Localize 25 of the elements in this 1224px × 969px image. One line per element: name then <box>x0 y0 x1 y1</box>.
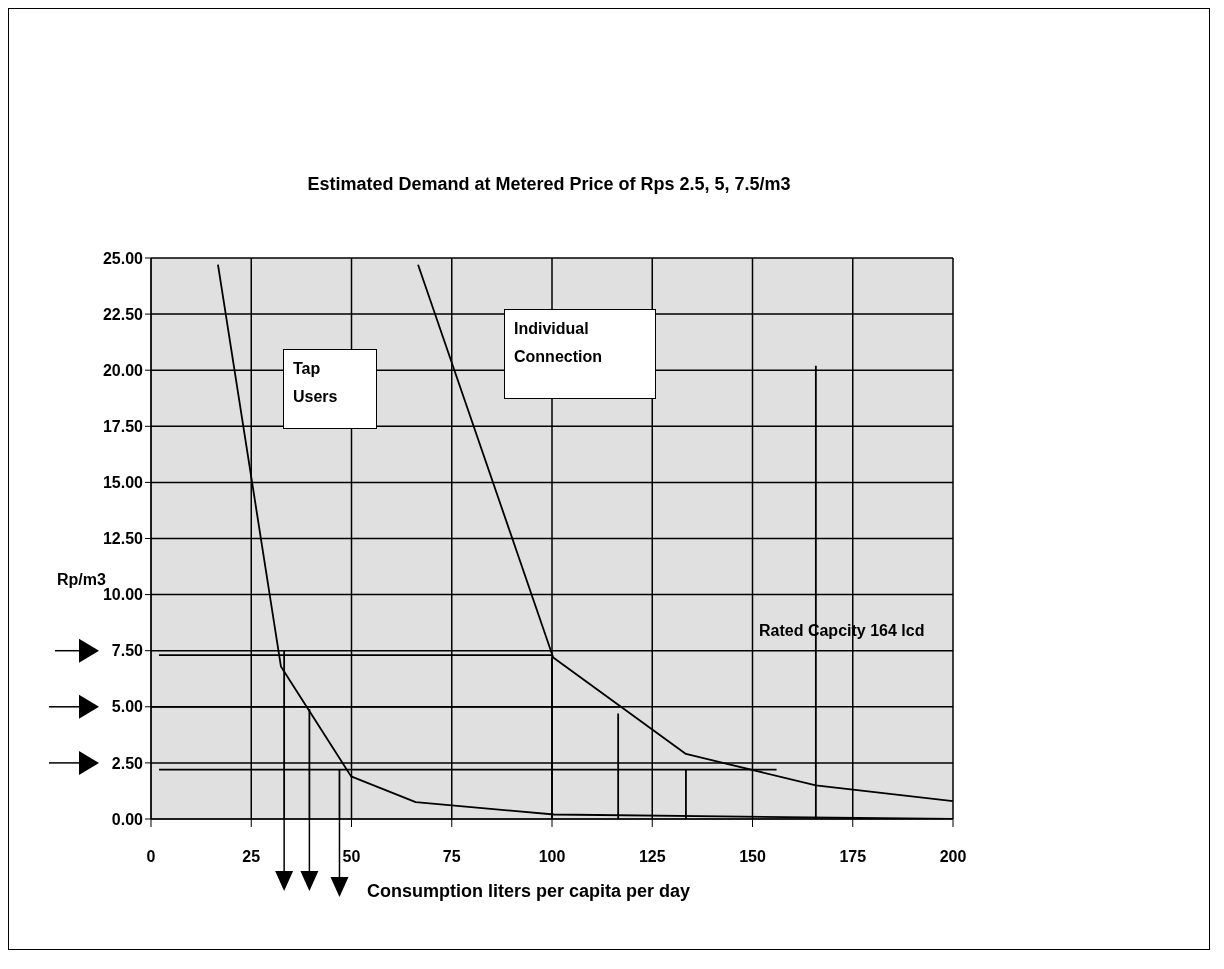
x-tick-label: 0 <box>146 848 156 866</box>
y-tick-label: 17.50 <box>102 417 144 435</box>
annotation: Individual Connection <box>514 319 603 367</box>
y-tick-label: 25.00 <box>102 249 144 267</box>
y-tick-label: 0.00 <box>111 810 144 828</box>
y-tick-label: 12.50 <box>102 530 144 548</box>
x-tick-label: 100 <box>538 848 566 866</box>
x-tick-label: 75 <box>442 848 461 866</box>
x-tick-label: 150 <box>739 848 766 866</box>
x-tick-label: 25 <box>242 848 261 866</box>
x-tick-label: 200 <box>939 848 967 866</box>
y-tick-label: 15.00 <box>102 474 144 492</box>
y-tick-label: 2.50 <box>111 754 144 772</box>
y-tick-label: 10.00 <box>102 586 144 604</box>
x-tick-label: 50 <box>342 848 361 866</box>
x-tick-label: 175 <box>839 848 867 866</box>
y-tick-label: 7.50 <box>111 642 144 660</box>
annotation: Tap Users <box>293 359 339 407</box>
chart-title: Estimated Demand at Metered Price of Rps 2.5, 5, 7.5/m3 <box>306 174 792 195</box>
y-tick-label: 20.00 <box>102 361 144 379</box>
y-tick-label: 5.00 <box>111 698 144 716</box>
x-tick-label: 125 <box>638 848 666 866</box>
y-axis-title: Rp/m3 <box>57 571 106 589</box>
x-axis-title: Consumption liters per capita per day <box>367 881 691 902</box>
y-tick-label: 22.50 <box>102 305 144 323</box>
